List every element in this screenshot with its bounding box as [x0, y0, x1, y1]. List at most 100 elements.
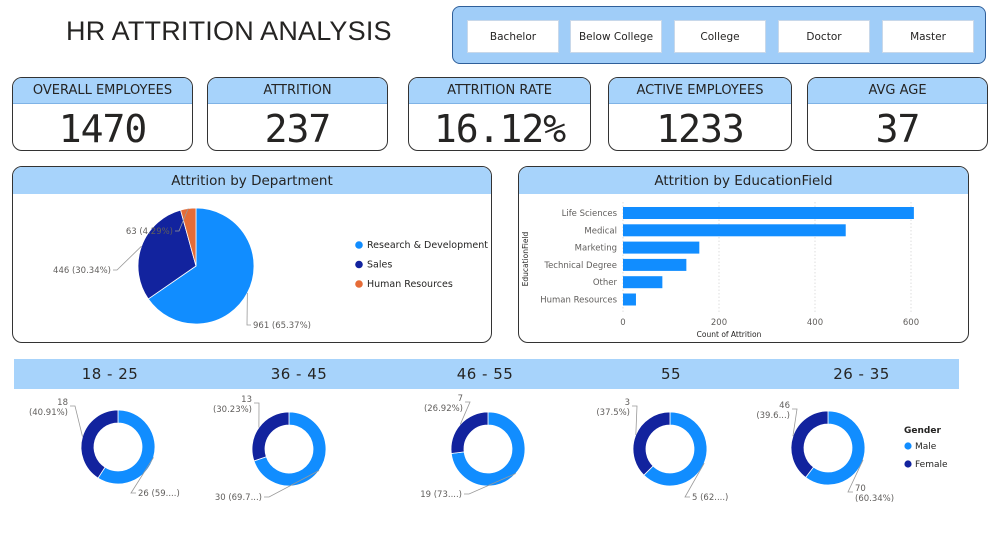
age-group-header: 26 - 35 [764, 359, 959, 389]
slicer-option-bachelor[interactable]: Bachelor [467, 20, 559, 53]
bar-other [623, 276, 663, 289]
donut-leader-line [632, 405, 638, 435]
pie-slice-research-development [147, 207, 255, 325]
donut-leader-line [70, 405, 83, 437]
legend-label-human-resources: Human Resources [367, 279, 453, 290]
legend-marker [355, 241, 363, 249]
donut-data-label: 7 (26.92%) [424, 394, 463, 414]
donut-leader-line [264, 470, 320, 498]
pie-data-label: 63 (4.29%) [126, 227, 173, 237]
slicer-option-master[interactable]: Master [882, 20, 974, 53]
kpi-label: ACTIVE EMPLOYEES [609, 78, 791, 104]
kpi-value: 1233 [656, 107, 745, 151]
donut-data-label: 46 (39.6...) [756, 401, 790, 421]
donut-leader-line [847, 459, 864, 493]
donut-segment-male [643, 411, 708, 487]
pie-leader-line [113, 245, 142, 271]
legend-label-sales: Sales [367, 260, 392, 271]
kpi-card-overall-employees: OVERALL EMPLOYEES 1470 [12, 77, 193, 151]
pie-data-label: 446 (30.34%) [53, 266, 111, 276]
kpi-card-attrition-rate: ATTRITION RATE 16.12% [408, 77, 591, 151]
kpi-label: ATTRITION [208, 78, 387, 104]
education-slicer: Bachelor Below College College Doctor Ma… [452, 6, 986, 64]
kpi-label: ATTRITION RATE [409, 78, 590, 104]
y-category-label: Human Resources [540, 296, 617, 306]
kpi-card-avg-age: AVG AGE 37 [807, 77, 988, 151]
kpi-value: 37 [875, 107, 921, 151]
bar-marketing [623, 241, 700, 254]
department-chart-panel: Attrition by Department 961 (65.37%) 446 … [12, 166, 492, 343]
legend-marker [904, 460, 912, 468]
educationfield-chart-panel: Attrition by EducationField 0 200 400 600 Li… [518, 166, 969, 343]
donut-segment-male [253, 411, 327, 487]
bar-life-sciences [623, 207, 914, 219]
y-category-label: Other [593, 278, 618, 288]
legend-label-female: Female [915, 460, 948, 470]
kpi-card-active-employees: ACTIVE EMPLOYEES 1233 [608, 77, 792, 151]
age-group-header: 36 - 45 [206, 359, 392, 389]
x-axis-title: Count of Attrition [697, 330, 762, 339]
donut-data-label: 3 (37.5%) [596, 398, 630, 418]
kpi-card-attrition: ATTRITION 237 [207, 77, 388, 151]
chart-title: Attrition by Department [13, 167, 491, 194]
educationfield-bar-chart: 0 200 400 600 Life Sciences Medical Marketing T… [521, 202, 919, 339]
kpi-label: OVERALL EMPLOYEES [13, 78, 192, 104]
pie-slice-sales [137, 209, 197, 300]
kpi-value: 237 [264, 107, 332, 151]
x-tick-label: 0 [620, 318, 625, 328]
slicer-option-doctor[interactable]: Doctor [778, 20, 870, 53]
bar-medical [623, 224, 846, 237]
donut-leader-line [464, 473, 516, 495]
age-group-header: 55 [578, 359, 764, 389]
bar-technical-degree [623, 258, 687, 271]
page-title: HR ATTRITION ANALYSIS [66, 16, 392, 46]
gender-donut-charts: 26 (59....) 18 (40.91%) 30 (69.7...) 13 (30.2… [29, 394, 948, 504]
pie-leader-line [246, 292, 251, 326]
pie-leader-line [175, 208, 189, 232]
legend-marker [355, 260, 363, 269]
legend-title: Gender [904, 426, 941, 436]
slicer-option-college[interactable]: College [674, 20, 766, 53]
age-group-header: 46 - 55 [392, 359, 578, 389]
legend-label-male: Male [915, 442, 937, 452]
x-tick-label: 400 [807, 318, 823, 328]
y-axis-title: EducationField [521, 231, 530, 286]
donut-leader-line [459, 401, 471, 425]
donut-data-label: 5 (62....) [692, 493, 728, 503]
donut-leader-line [254, 402, 260, 428]
donut-data-label: 13 (30.23%) [213, 395, 252, 415]
donut-segment-male [450, 411, 526, 487]
donut-segment-female [251, 411, 290, 462]
donut-data-label: 19 (73....) [420, 490, 462, 500]
donut-segment-female [450, 411, 489, 454]
legend-label-research-development: Research & Development [367, 240, 488, 251]
donut-data-label: 30 (69.7...) [215, 493, 262, 503]
legend-marker [904, 442, 912, 450]
donut-segment-male [97, 409, 156, 485]
y-category-label: Marketing [575, 244, 617, 254]
donut-data-label: 26 (59....) [138, 489, 180, 499]
bar-human-resources [623, 293, 636, 306]
donut-segment-female [632, 411, 671, 476]
donut-leader-line [684, 462, 705, 498]
chart-title: Attrition by EducationField [519, 167, 968, 194]
donut-leader-line [792, 408, 798, 437]
donut-segment-female [80, 409, 119, 479]
donut-segment-female [790, 410, 829, 479]
x-tick-label: 200 [711, 318, 727, 328]
x-tick-label: 600 [903, 318, 919, 328]
slicer-option-below-college[interactable]: Below College [570, 20, 662, 53]
age-group-header: 18 - 25 [14, 359, 206, 389]
y-category-label: Technical Degree [543, 261, 617, 271]
kpi-label: AVG AGE [808, 78, 987, 104]
y-category-label: Life Sciences [562, 209, 618, 219]
y-category-label: Medical [584, 226, 617, 236]
kpi-value: 1470 [58, 107, 148, 151]
department-pie-chart: 961 (65.37%) 446 (30.34%) 63 (4.29%) Resear… [53, 207, 488, 331]
donut-segment-male [805, 410, 866, 486]
legend-marker [355, 280, 363, 288]
donut-data-label: 70 (60.34%) [855, 484, 894, 504]
pie-data-label: 961 (65.37%) [253, 321, 311, 331]
donut-data-label: 18 (40.91%) [29, 398, 68, 418]
donut-leader-line [130, 457, 154, 494]
